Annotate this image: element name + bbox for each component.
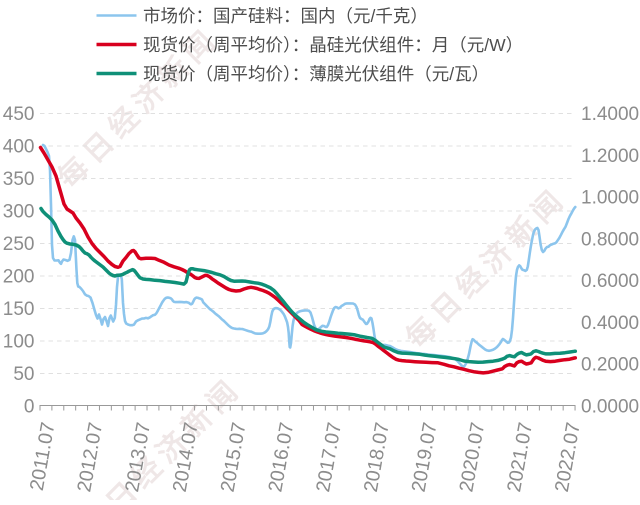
svg-text:300: 300 <box>3 202 35 223</box>
svg-text:0.6000: 0.6000 <box>581 271 639 292</box>
svg-text:0.2000: 0.2000 <box>581 355 639 376</box>
svg-text:1.2000: 1.2000 <box>581 146 639 167</box>
svg-text:市场价：国产硅料：国内（元/千克）: 市场价：国产硅料：国内（元/千克） <box>143 6 428 26</box>
svg-text:现货价（周平均价）：薄膜光伏组件（元/瓦）: 现货价（周平均价）：薄膜光伏组件（元/瓦） <box>143 64 489 84</box>
svg-text:1.0000: 1.0000 <box>581 188 639 209</box>
svg-text:1.4000: 1.4000 <box>581 104 639 125</box>
svg-text:0.4000: 0.4000 <box>581 313 639 334</box>
svg-text:0.0000: 0.0000 <box>581 397 639 418</box>
svg-text:100: 100 <box>3 332 35 353</box>
svg-text:450: 450 <box>3 104 35 125</box>
svg-text:350: 350 <box>3 169 35 190</box>
svg-text:200: 200 <box>3 267 35 288</box>
svg-text:400: 400 <box>3 137 35 158</box>
svg-text:250: 250 <box>3 234 35 255</box>
svg-text:150: 150 <box>3 299 35 320</box>
svg-text:0: 0 <box>24 397 35 418</box>
svg-text:现货价（周平均价）：晶硅光伏组件：月（元/W）: 现货价（周平均价）：晶硅光伏组件：月（元/W） <box>143 35 523 55</box>
svg-text:0.8000: 0.8000 <box>581 229 639 250</box>
svg-text:50: 50 <box>13 364 34 385</box>
